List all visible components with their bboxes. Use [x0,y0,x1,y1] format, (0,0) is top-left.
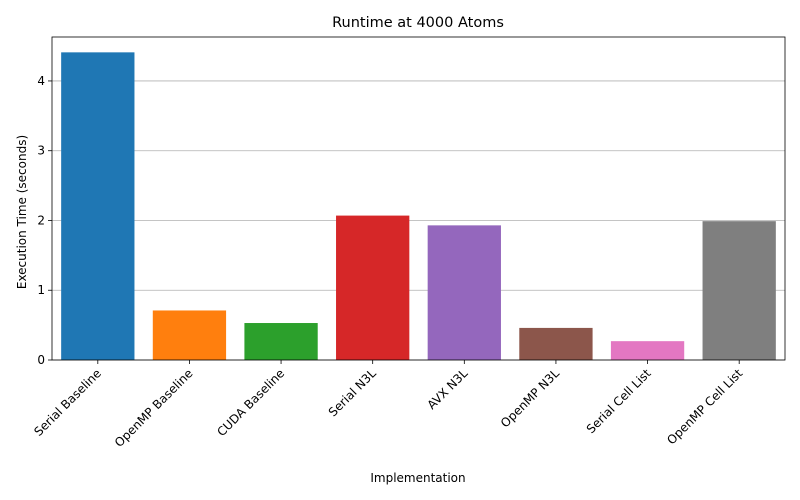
bar-avx-n3l [427,225,501,360]
y-tick-label: 0 [37,353,45,367]
bar-serial-n3l [336,215,410,360]
x-tick-label: AVX N3L [424,366,470,412]
y-tick-label: 1 [37,283,45,297]
x-tick-label: Serial Cell List [584,366,654,436]
y-tick-label: 3 [37,144,45,158]
bars [61,52,776,361]
x-tick-label: CUDA Baseline [214,366,287,439]
bar-openmp-n3l [519,327,593,360]
bar-openmp-cell-list [702,221,776,360]
x-tick-label: OpenMP Baseline [112,366,196,450]
axes [48,36,786,364]
x-tick-label: Serial Baseline [31,366,104,439]
bar-serial-baseline [61,52,135,361]
y-tick-label: 4 [37,74,45,88]
x-axis-label: Implementation [370,471,465,485]
chart-title: Runtime at 4000 Atoms [332,15,504,31]
plot-frame [51,36,786,361]
x-tick-label: Serial N3L [326,366,379,419]
bar-openmp-baseline [152,310,227,360]
x-tick-label: OpenMP Cell List [664,366,745,447]
x-tick-label: OpenMP N3L [498,366,562,430]
y-tick-labels: 0 1 2 3 4 [37,74,45,367]
y-tick-label: 2 [37,213,45,227]
x-tick-labels: Serial Baseline OpenMP Baseline CUDA Basel… [31,366,745,450]
y-axis-label: Execution Time (seconds) [15,135,29,289]
bar-cuda-baseline [244,323,318,360]
bar-serial-cell-list [610,341,685,360]
